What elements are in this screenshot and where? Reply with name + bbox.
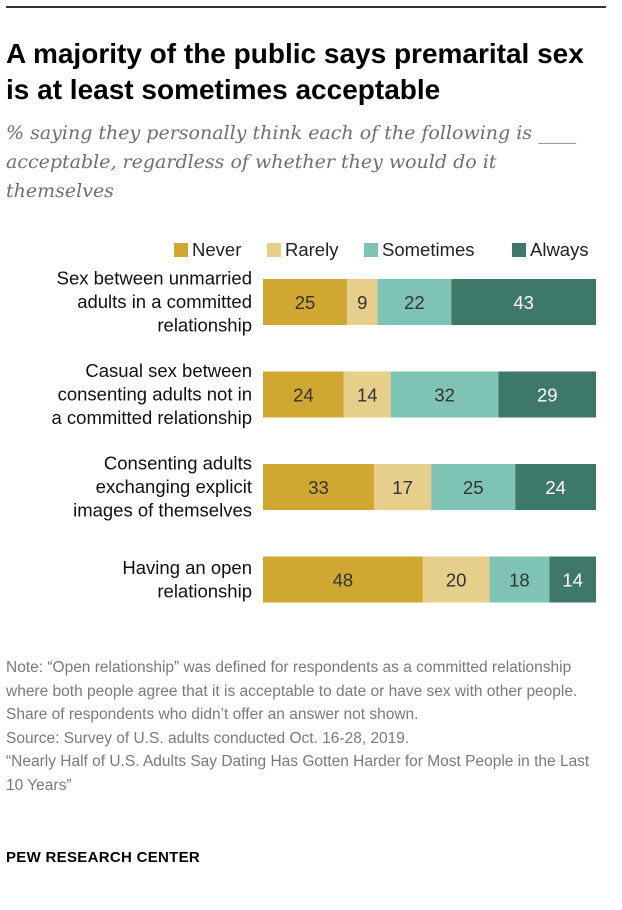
top-rule (6, 6, 606, 8)
bar-segment-rarely (343, 371, 391, 418)
data-label-never: 24 (293, 385, 314, 406)
bar-segment-always (515, 464, 596, 510)
legend-label-sometimes: Sometimes (382, 239, 475, 260)
data-label-always: 14 (562, 570, 583, 591)
category-label-line: consenting adults not in (58, 384, 252, 405)
legend-swatch-never (174, 243, 188, 257)
bar-segment-sometimes (390, 371, 499, 418)
stacked-bar-chart: Never Rarely Sometimes Always Sex between un… (51, 239, 596, 603)
data-label-rarely: 20 (446, 570, 467, 591)
chart-footer: Note: “Open relationship” was defined fo… (6, 656, 606, 797)
bar-segment-rarely (422, 556, 490, 603)
chart-title: A majority of the public says premarital… (6, 38, 584, 105)
category-label-line: Sex between unmarried (57, 268, 252, 289)
bar-segment-sometimes (377, 279, 452, 325)
category-label-line: Casual sex between (85, 360, 252, 381)
category-label-line: relationship (157, 580, 252, 601)
data-label-never: 33 (308, 477, 329, 498)
category-label-line: Consenting adults (104, 453, 252, 474)
data-label-always: 29 (537, 385, 558, 406)
category-label: Having an open relationship (122, 557, 252, 602)
data-label-sometimes: 22 (404, 292, 425, 313)
legend-label-always: Always (530, 239, 589, 260)
data-label-never: 25 (295, 292, 316, 313)
bar-segment-sometimes (489, 556, 550, 603)
data-label-rarely: 14 (357, 385, 378, 406)
footer-note: Note: “Open relationship” was defined fo… (6, 659, 578, 723)
legend-label-never: Never (192, 239, 241, 260)
category-label-line: adults in a committed (77, 291, 252, 312)
category-label: Casual sex between consenting adults not … (51, 360, 252, 428)
data-label-rarely: 9 (357, 292, 367, 313)
bar-segment-rarely (347, 279, 378, 325)
data-label-sometimes: 18 (509, 570, 530, 591)
footer-source: Source: Survey of U.S. adults conducted … (6, 729, 410, 747)
bar-segment-sometimes (431, 464, 516, 510)
legend-swatch-rarely (267, 243, 281, 257)
bar-segment-rarely (374, 464, 432, 510)
category-label-line: relationship (157, 315, 252, 336)
category-label: Sex between unmarried adults in a committ… (57, 268, 252, 336)
data-label-always: 43 (513, 292, 534, 313)
chart-subtitle: % saying they personally think each of t… (6, 122, 577, 202)
category-label: Consenting adults exchanging explicit imag… (73, 453, 252, 521)
data-label-sometimes: 25 (463, 477, 484, 498)
bar-segment-never (263, 371, 344, 418)
bar-segment-always (498, 371, 596, 418)
category-label-line: images of themselves (73, 500, 252, 521)
category-label-line: exchanging explicit (96, 476, 252, 497)
data-label-always: 24 (545, 477, 566, 498)
data-label-never: 48 (333, 570, 354, 591)
bar-segment-never (263, 556, 423, 603)
bar-segment-always (451, 279, 596, 325)
bar-segment-never (263, 464, 374, 510)
category-label-line: Having an open (122, 557, 252, 578)
legend-swatch-always (512, 243, 526, 257)
legend-label-rarely: Rarely (285, 239, 339, 260)
publisher-brand: PEW RESEARCH CENTER (6, 849, 201, 866)
data-label-sometimes: 32 (434, 385, 455, 406)
bar-segment-never (263, 279, 348, 325)
bar-segment-always (549, 556, 596, 603)
footer-report: “Nearly Half of U.S. Adults Say Dating H… (6, 753, 590, 794)
legend-swatch-sometimes (364, 243, 378, 257)
category-label-line: a committed relationship (51, 407, 252, 428)
data-label-rarely: 17 (392, 477, 413, 498)
